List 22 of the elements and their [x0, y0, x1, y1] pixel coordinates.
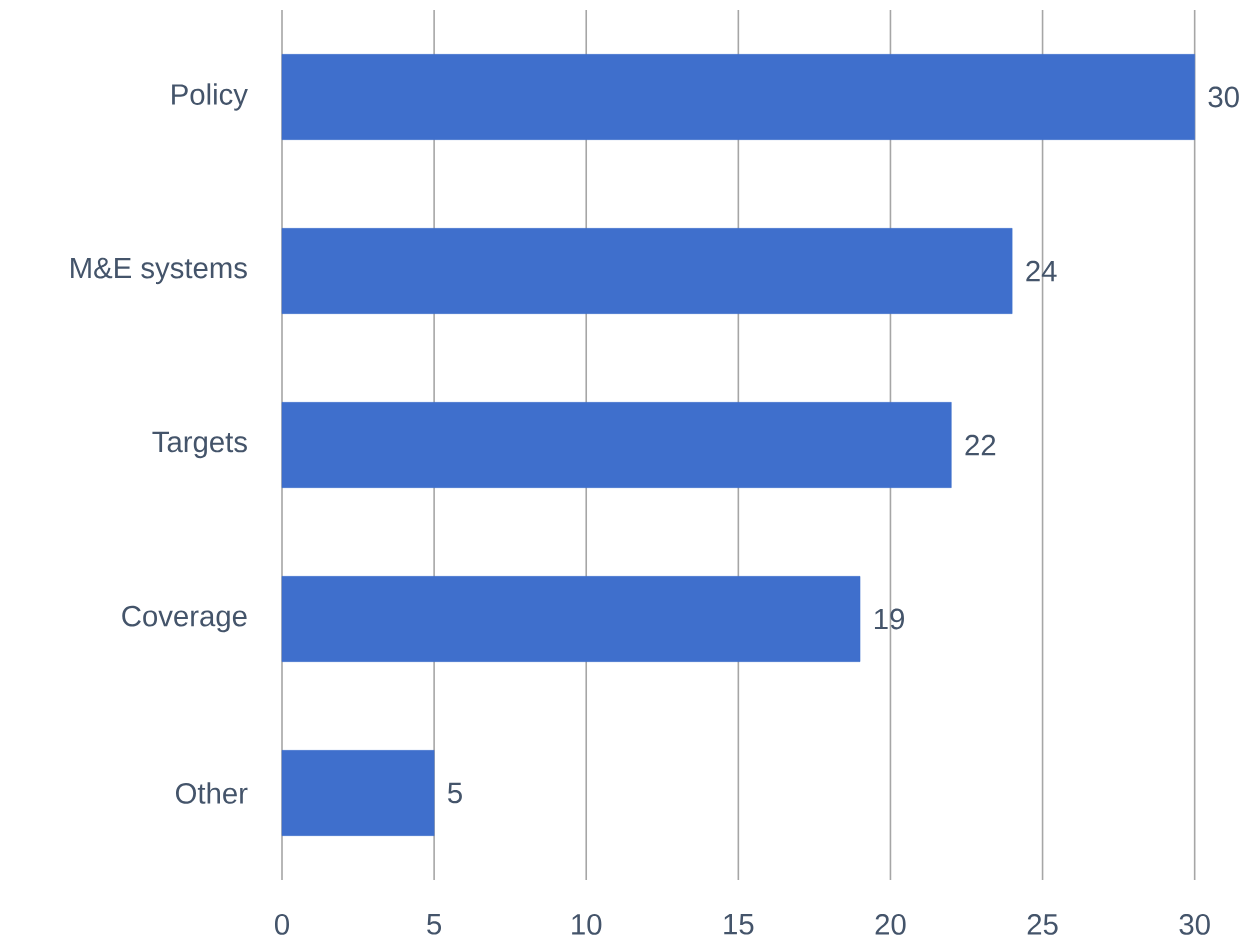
x-tick-label: 5 [427, 914, 442, 935]
bar [281, 402, 952, 488]
bar [281, 576, 861, 662]
y-tick-label: Targets [152, 431, 247, 459]
x-tick-label: 10 [572, 914, 602, 935]
y-tick-label: M&E systems [71, 257, 247, 285]
y-tick-label: Policy [172, 83, 248, 111]
data-label: 5 [448, 782, 462, 804]
bar [281, 228, 1013, 314]
bar [281, 750, 435, 836]
y-tick-label: Other [175, 782, 248, 804]
data-label: 24 [1026, 260, 1057, 282]
data-label: 30 [1208, 86, 1239, 108]
y-tick-label: Coverage [122, 605, 247, 633]
x-tick-label: 15 [724, 914, 754, 935]
x-tick-label: 0 [275, 914, 290, 935]
x-tick-label: 25 [1027, 914, 1058, 935]
data-label: 22 [965, 434, 996, 456]
x-tick-label: 20 [875, 914, 906, 935]
x-tick-label: 30 [1179, 914, 1210, 935]
data-label: 19 [874, 608, 904, 630]
bar [281, 54, 1195, 140]
